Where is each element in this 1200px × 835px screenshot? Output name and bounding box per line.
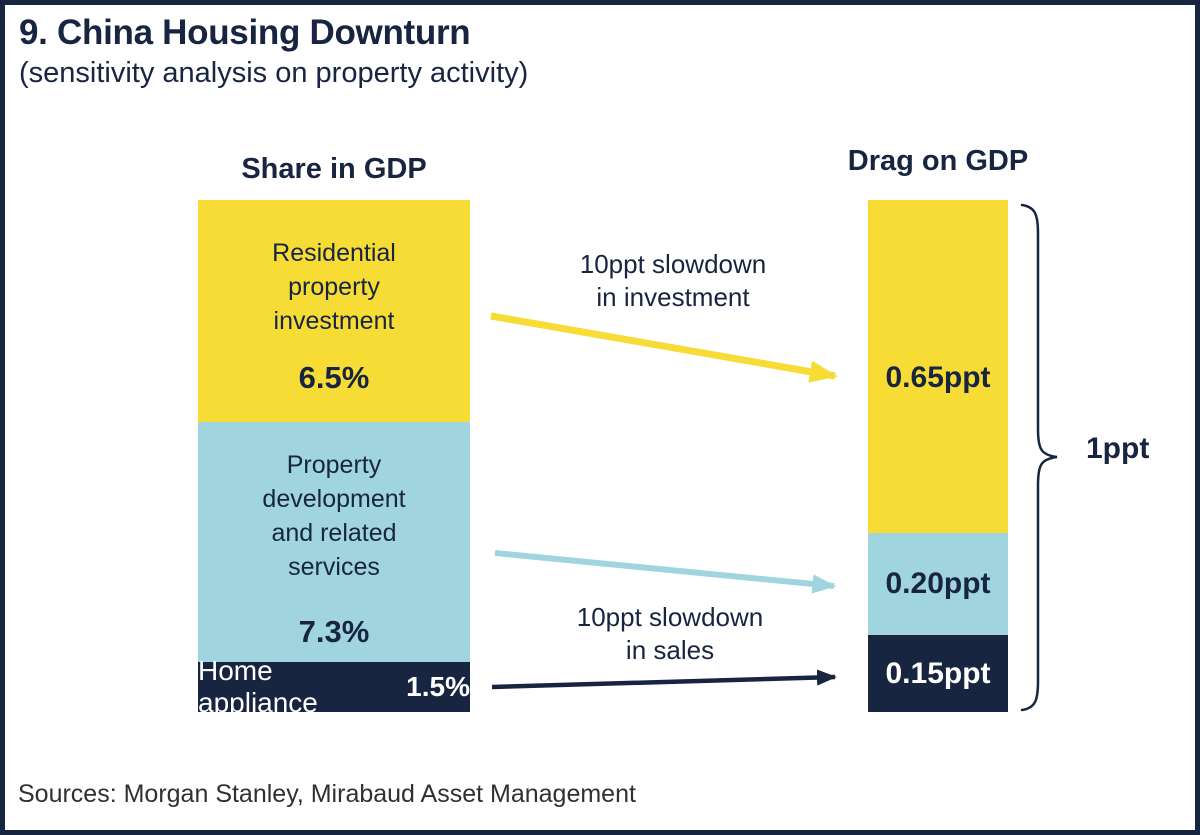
arrow-investment [490, 312, 838, 383]
segment-home-appliance: Home appliance 1.5% [198, 655, 470, 718]
segment-drag-investment: 0.65ppt [868, 200, 1008, 533]
segment-residential-property-investment: Residential property investment 6.5% [198, 200, 470, 422]
right-column-header: Drag on GDP [847, 145, 1029, 177]
arrows-overlay [490, 203, 1058, 712]
total-drag-label: 1ppt [1086, 432, 1150, 465]
total-brace [1020, 203, 1058, 712]
annotation-line: 10ppt slowdown [579, 249, 767, 279]
segment-property-development: Property development and related service… [198, 422, 470, 662]
segment-label: Residential property investment [272, 239, 396, 335]
segment-value: 0.65ppt [885, 360, 991, 394]
segment-value: 7.3% [298, 614, 370, 649]
share-in-gdp-bar: Residential property investment 6.5% Pro… [198, 200, 470, 718]
annotation-sales-slowdown: 10ppt slowdown in sales [490, 601, 850, 667]
chart-subtitle: (sensitivity analysis on property activi… [19, 57, 529, 89]
segment-label: Property development and related service… [262, 451, 406, 581]
chart-title: 9. China Housing Downturn [19, 13, 471, 52]
segment-drag-appliance: 0.15ppt [868, 635, 1008, 712]
arrow-development [494, 550, 837, 594]
annotation-line: in sales [625, 635, 715, 665]
annotation-line: 10ppt slowdown [576, 602, 764, 632]
segment-value: 0.15ppt [885, 656, 991, 690]
left-column-header: Share in GDP [241, 153, 427, 185]
arrow-appliance [491, 669, 837, 690]
sources-note: Sources: Morgan Stanley, Mirabaud Asset … [18, 780, 636, 808]
segment-value: 6.5% [298, 360, 370, 395]
segment-drag-development: 0.20ppt [868, 533, 1008, 635]
annotation-investment-slowdown: 10ppt slowdown in investment [493, 248, 853, 314]
annotation-line: in investment [596, 282, 750, 312]
segment-value: 0.20ppt [885, 567, 991, 600]
drag-on-gdp-bar: 0.65ppt 0.20ppt 0.15ppt [868, 200, 1008, 712]
segment-label: Home appliance [198, 655, 318, 718]
segment-value: 1.5% [406, 671, 470, 702]
